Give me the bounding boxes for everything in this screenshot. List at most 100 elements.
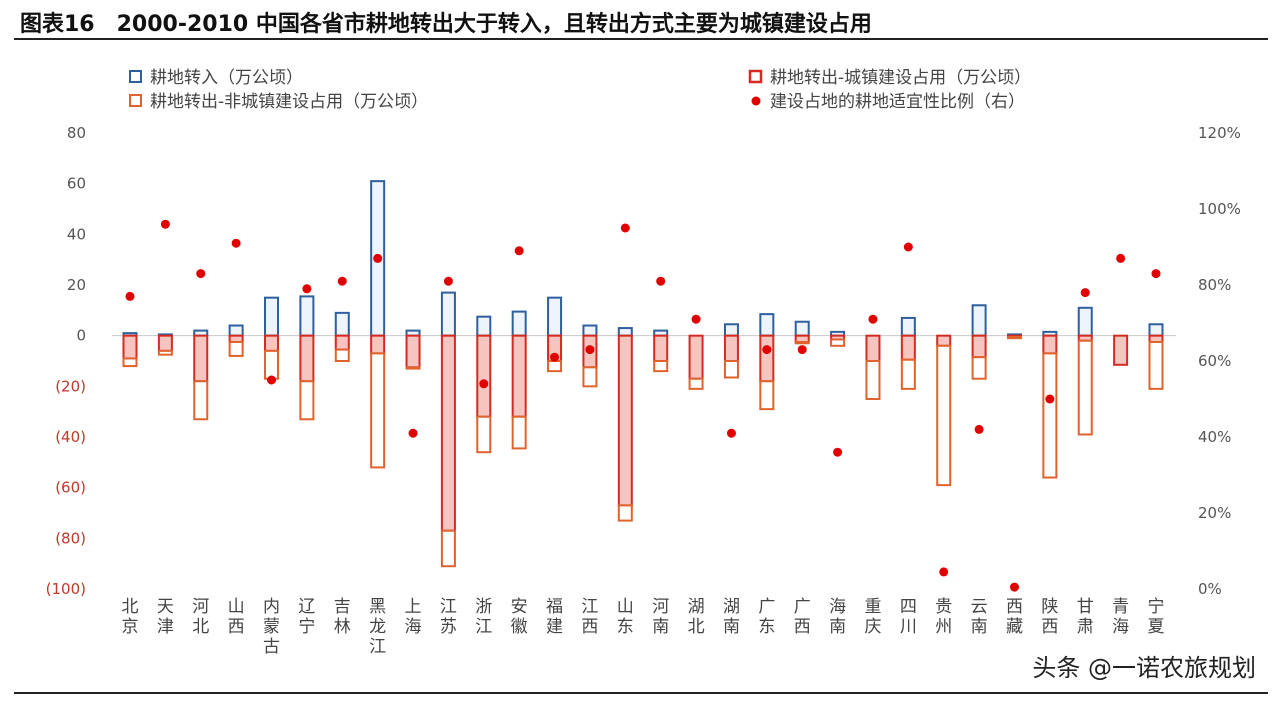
urban-construction-bar (936, 334, 952, 347)
transfer-in-bar (228, 324, 244, 337)
category-label: 青海 (1112, 597, 1129, 637)
left-tick-label: 20 (67, 276, 86, 294)
urban-construction-bar (440, 334, 456, 532)
transfer-in-bar (900, 316, 916, 337)
transfer-in-bar (582, 324, 598, 337)
legend-label: 耕地转出-城镇建设占用（万公顷） (770, 68, 1031, 88)
non-urban-bar (476, 415, 492, 454)
non-urban-bar (723, 360, 739, 379)
transfer-in-bar (299, 295, 315, 337)
urban-construction-bar (405, 334, 421, 369)
title-rule (14, 38, 1268, 40)
urban-construction-bar (157, 334, 173, 352)
bottom-rule (14, 692, 1268, 694)
non-urban-bar (370, 352, 386, 469)
ratio-point (939, 567, 949, 577)
ratio-point (762, 345, 772, 355)
ratio-point (868, 314, 878, 324)
left-tick-label: (80) (55, 529, 86, 547)
urban-construction-bar (900, 334, 916, 361)
right-tick-label: 60% (1198, 352, 1231, 370)
legend-swatch-transfer-in (129, 70, 142, 83)
transfer-in-bar (971, 304, 987, 337)
category-label: 山西 (228, 597, 245, 637)
transfer-in-bar (440, 291, 456, 337)
category-label: 湖南 (723, 597, 740, 637)
category-label: 黑龙江 (369, 597, 386, 657)
ratio-point (196, 269, 206, 279)
left-tick-label: (40) (55, 428, 86, 446)
category-label: 北京 (122, 597, 139, 637)
urban-construction-bar (759, 334, 775, 383)
category-label: 浙江 (475, 597, 492, 637)
urban-construction-bar (1042, 334, 1058, 355)
right-tick-label: 80% (1198, 276, 1231, 294)
category-label: 内蒙古 (263, 597, 280, 657)
category-label: 湖北 (688, 597, 705, 637)
transfer-in-bar (617, 327, 633, 337)
ratio-point (1151, 269, 1161, 279)
non-urban-bar (1006, 335, 1022, 340)
ratio-point (231, 238, 241, 248)
legend-label: 建设占地的耕地适宜性比例（右） (770, 92, 1025, 112)
transfer-in-bar (723, 323, 739, 337)
ratio-point (408, 428, 418, 438)
transfer-in-bar (476, 315, 492, 337)
ratio-point (514, 246, 524, 256)
non-urban-bar (617, 504, 633, 522)
non-urban-bar (1077, 339, 1093, 436)
non-urban-bar (794, 341, 810, 345)
urban-construction-bar (370, 334, 386, 355)
ratio-point (903, 242, 913, 252)
category-label: 重庆 (864, 597, 881, 637)
urban-construction-bar (334, 334, 350, 351)
category-label: 西藏 (1006, 597, 1023, 637)
category-label: 宁夏 (1148, 597, 1165, 637)
left-tick-label: (60) (55, 479, 86, 497)
category-label: 广西 (794, 597, 811, 637)
category-label: 陕西 (1041, 597, 1058, 637)
legend-swatch-ratio (751, 96, 761, 106)
category-label: 山东 (617, 597, 634, 637)
ratio-point (1080, 288, 1090, 298)
urban-construction-bar (122, 334, 138, 360)
urban-construction-bar (653, 334, 669, 362)
ratio-point (974, 424, 984, 434)
legend-label: 耕地转入（万公顷） (150, 68, 303, 88)
transfer-in-bar (264, 296, 280, 337)
ratio-point (797, 345, 807, 355)
non-urban-bar (582, 366, 598, 388)
ratio-point (479, 379, 489, 389)
ratio-point (337, 276, 347, 286)
non-urban-bar (971, 356, 987, 380)
left-tick-label: (20) (55, 377, 86, 395)
left-tick-label: (100) (46, 580, 86, 598)
transfer-in-bar (1077, 306, 1093, 337)
ratio-point (160, 219, 170, 229)
non-urban-bar (334, 348, 350, 363)
category-label: 吉林 (334, 597, 351, 637)
left-tick-label: 60 (67, 175, 86, 193)
ratio-point (443, 276, 453, 286)
non-urban-bar (936, 344, 952, 487)
ratio-point (1116, 253, 1126, 263)
category-label: 河南 (652, 597, 669, 637)
ratio-point (833, 447, 843, 457)
category-label: 江西 (581, 597, 598, 637)
urban-construction-bar (617, 334, 633, 507)
ratio-point (302, 284, 312, 294)
non-urban-bar (193, 380, 209, 421)
legend-label: 耕地转出-非城镇建设占用（万公顷） (150, 92, 428, 112)
non-urban-bar (900, 358, 916, 390)
urban-construction-bar (511, 334, 527, 418)
ratio-point (585, 345, 595, 355)
transfer-in-bar (759, 313, 775, 337)
ratio-point (373, 253, 383, 263)
ratio-point (691, 314, 701, 324)
non-urban-bar (299, 380, 315, 421)
non-urban-bar (830, 338, 846, 347)
transfer-in-bar (511, 310, 527, 337)
category-label: 福建 (546, 597, 563, 637)
non-urban-bar (122, 357, 138, 368)
